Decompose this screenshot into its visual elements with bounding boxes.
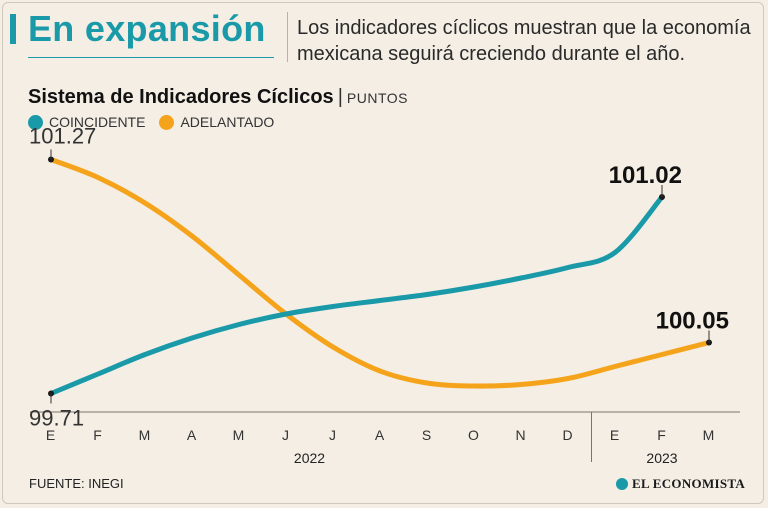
legend: COINCIDENTE ADELANTADO [28,114,288,130]
brand-logo: EL ECONOMISTA [616,476,745,492]
year-label: 2022 [294,450,325,466]
headline-underline [28,57,274,58]
x-tick-label: E [610,427,620,443]
x-tick-label: S [422,427,432,443]
x-tick-label: A [375,427,385,443]
header-divider [287,12,288,62]
x-tick-label: F [93,427,103,443]
x-tick-label: F [657,427,667,443]
title-separator: | [337,86,343,108]
subtitle: Los indicadores cíclicos muestran que la… [297,17,751,65]
title-accent-bar [10,14,16,44]
x-tick-label: M [703,427,716,443]
legend-dot-adelantado [159,114,175,130]
start-value-label-adelantado: 101.27 [29,124,96,149]
brand-name: EL ECONOMISTA [632,476,746,491]
x-tick-label: M [233,427,246,443]
legend-item-adelantado: ADELANTADO [159,114,274,130]
legend-dot-coincidente [28,114,43,130]
x-tick-label: E [46,427,56,443]
chart-units: PUNTOS [346,90,408,106]
x-tick-label: A [187,427,197,443]
x-tick-label: N [515,427,526,443]
end-value-label-adelantado: 100.05 [656,308,729,335]
brand-mark-icon [616,478,628,490]
x-tick-label: J [329,427,337,443]
headline: En expansión [28,8,266,49]
source-note: FUENTE: INEGI [29,476,124,491]
year-label: 2023 [646,450,677,466]
x-tick-label: D [562,427,573,443]
end-value-label-coincidente: 101.02 [609,162,682,189]
series-line-coincidente [48,194,665,396]
legend-label-adelantado: ADELANTADO [180,114,275,130]
legend-label-coincidente: COINCIDENTE [49,114,146,130]
legend-item-coincidente: COINCIDENTE [28,114,145,130]
chart-title-row: Sistema de Indicadores Cíclicos | PUNTOS [28,86,408,109]
x-tick-label: M [139,427,152,443]
x-tick-label: J [282,427,290,443]
chart-title: Sistema de Indicadores Cíclicos [28,86,334,108]
start-value-label-coincidente: 99.71 [29,406,84,431]
series-line-adelantado [48,157,712,389]
x-tick-label: O [468,427,480,443]
